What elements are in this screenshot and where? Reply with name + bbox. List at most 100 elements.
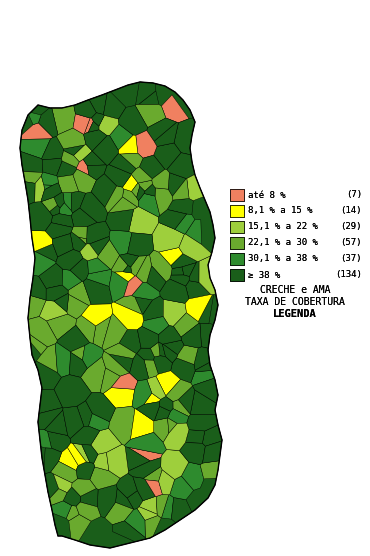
Bar <box>223 11 367 166</box>
Polygon shape <box>171 498 192 523</box>
Text: ≥ 38 %: ≥ 38 % <box>248 271 280 280</box>
Text: 22,1 % a 30 %: 22,1 % a 30 % <box>248 239 318 247</box>
Polygon shape <box>200 461 219 479</box>
Polygon shape <box>41 172 58 185</box>
Polygon shape <box>61 151 79 167</box>
Text: CRECHE e AMA: CRECHE e AMA <box>260 285 330 295</box>
Polygon shape <box>182 262 196 277</box>
Polygon shape <box>35 244 58 262</box>
Polygon shape <box>30 275 46 300</box>
Polygon shape <box>52 105 75 135</box>
Polygon shape <box>97 240 120 270</box>
Polygon shape <box>28 295 46 320</box>
Polygon shape <box>136 401 159 421</box>
Polygon shape <box>175 214 195 234</box>
Polygon shape <box>58 448 78 470</box>
Polygon shape <box>73 114 90 134</box>
Polygon shape <box>137 186 145 201</box>
Polygon shape <box>57 128 86 149</box>
Polygon shape <box>159 470 175 495</box>
Polygon shape <box>123 265 132 273</box>
Polygon shape <box>161 495 174 519</box>
Polygon shape <box>109 406 135 445</box>
Polygon shape <box>154 143 181 170</box>
Polygon shape <box>119 329 141 354</box>
Polygon shape <box>82 444 98 463</box>
Text: LEGENDA: LEGENDA <box>273 309 317 319</box>
Polygon shape <box>124 509 145 538</box>
Polygon shape <box>185 220 202 245</box>
Polygon shape <box>156 371 181 396</box>
Polygon shape <box>45 472 59 499</box>
Bar <box>230 205 244 217</box>
Polygon shape <box>104 92 126 119</box>
Polygon shape <box>110 124 133 150</box>
Polygon shape <box>125 433 166 454</box>
Polygon shape <box>47 314 77 340</box>
Polygon shape <box>67 295 89 319</box>
Polygon shape <box>62 269 82 290</box>
Polygon shape <box>91 428 122 454</box>
Polygon shape <box>74 145 92 162</box>
Polygon shape <box>63 406 84 439</box>
Polygon shape <box>87 270 112 286</box>
Polygon shape <box>171 358 195 383</box>
Polygon shape <box>30 334 48 355</box>
Polygon shape <box>160 279 189 304</box>
Polygon shape <box>38 263 63 289</box>
Polygon shape <box>191 370 214 386</box>
Polygon shape <box>145 515 161 539</box>
Polygon shape <box>133 476 155 501</box>
Polygon shape <box>71 226 87 239</box>
Text: (14): (14) <box>340 206 362 216</box>
Polygon shape <box>129 207 159 235</box>
Polygon shape <box>120 254 139 267</box>
Polygon shape <box>138 91 159 105</box>
Polygon shape <box>50 205 60 216</box>
Polygon shape <box>80 489 98 507</box>
Polygon shape <box>181 462 204 490</box>
Polygon shape <box>71 346 85 360</box>
Polygon shape <box>137 326 159 348</box>
Polygon shape <box>132 183 140 197</box>
Polygon shape <box>125 446 150 471</box>
Polygon shape <box>200 324 213 348</box>
Polygon shape <box>136 255 152 282</box>
Polygon shape <box>59 203 73 216</box>
Polygon shape <box>45 222 73 239</box>
Polygon shape <box>109 154 136 174</box>
Polygon shape <box>20 151 43 172</box>
Polygon shape <box>70 426 100 445</box>
Polygon shape <box>132 282 160 300</box>
Polygon shape <box>169 275 189 286</box>
Polygon shape <box>73 443 90 463</box>
Polygon shape <box>100 368 120 394</box>
Polygon shape <box>77 401 92 426</box>
Polygon shape <box>171 267 184 275</box>
Bar <box>230 237 244 249</box>
Text: 30,1 % a 38 %: 30,1 % a 38 % <box>248 255 318 264</box>
Polygon shape <box>85 393 115 422</box>
Polygon shape <box>70 258 88 281</box>
Polygon shape <box>63 145 84 156</box>
Polygon shape <box>198 294 214 324</box>
Polygon shape <box>168 418 177 433</box>
Polygon shape <box>77 160 89 175</box>
Polygon shape <box>39 429 51 448</box>
Text: (37): (37) <box>340 255 362 264</box>
Polygon shape <box>109 230 132 255</box>
Polygon shape <box>144 466 162 481</box>
Text: (14): (14) <box>340 206 362 216</box>
Polygon shape <box>51 501 72 518</box>
Polygon shape <box>80 192 108 222</box>
Polygon shape <box>137 348 154 360</box>
Polygon shape <box>155 188 173 215</box>
Polygon shape <box>128 233 154 256</box>
Polygon shape <box>154 418 169 443</box>
Polygon shape <box>144 360 158 379</box>
Polygon shape <box>71 479 96 497</box>
Polygon shape <box>154 356 172 374</box>
Polygon shape <box>51 461 77 483</box>
Polygon shape <box>173 400 190 416</box>
Polygon shape <box>111 373 138 389</box>
